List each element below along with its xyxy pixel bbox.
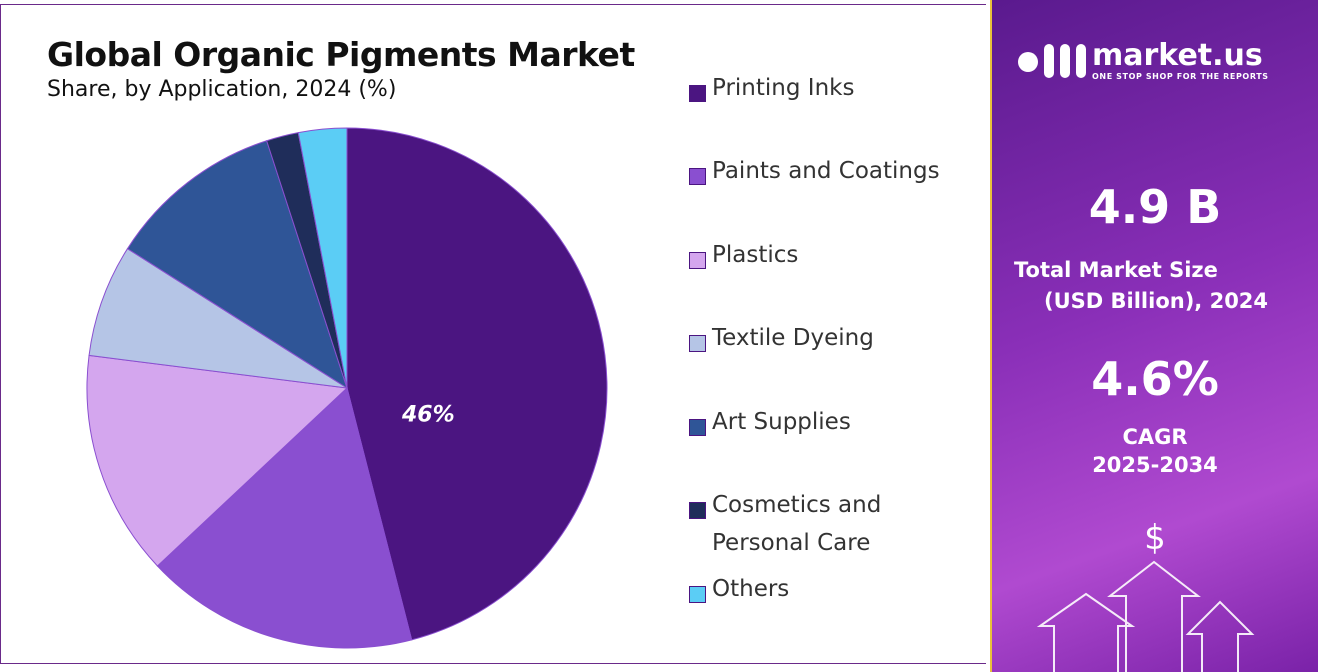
legend-item: Cosmetics and Personal Care: [689, 492, 977, 562]
cagr-label: CAGR: [1122, 425, 1188, 449]
legend-swatch: [689, 85, 706, 102]
currency-icon: $: [1144, 518, 1166, 558]
pie-slice: [126, 140, 348, 390]
market-size-label: Total Market Size: [1014, 258, 1218, 282]
legend-label: Textile Dyeing: [712, 325, 874, 351]
chart-subtitle: Share, by Application, 2024 (%): [47, 77, 397, 102]
legend-item: Plastics: [689, 242, 977, 274]
legend-swatch: [689, 586, 706, 603]
legend-label: Paints and Coatings: [712, 158, 940, 184]
side-panel: market.us ONE STOP SHOP FOR THE REPORTS …: [990, 0, 1318, 672]
legend-swatch: [689, 502, 706, 519]
legend-label: Art Supplies: [712, 409, 851, 435]
market-size-label: (USD Billion), 2024: [1044, 289, 1269, 313]
pie-slice: [88, 247, 348, 389]
pie-slice: [346, 127, 608, 641]
cagr-value: 4.6%: [1091, 352, 1219, 406]
pie-slice: [156, 387, 413, 649]
legend-swatch: [689, 419, 706, 436]
legend-item: Paints and Coatings: [689, 158, 977, 190]
legend-label: Others: [712, 576, 790, 602]
legend-label: Plastics: [712, 242, 799, 268]
legend-item: Printing Inks: [689, 75, 977, 107]
chart-title: Global Organic Pigments Market: [47, 35, 635, 74]
legend-item: Others: [689, 576, 977, 608]
cagr-period: 2025-2034: [1092, 453, 1218, 477]
legend-label: Cosmetics and Personal Care: [712, 492, 882, 556]
logo-tagline: ONE STOP SHOP FOR THE REPORTS: [1092, 72, 1269, 81]
legend-swatch: [689, 168, 706, 185]
decoration: [1018, 44, 1255, 672]
chart-panel: 46% Global Organic Pigments Market Share…: [0, 4, 986, 664]
legend-swatch: [689, 335, 706, 352]
legend-item: Textile Dyeing: [689, 325, 977, 357]
legend-label: Printing Inks: [712, 75, 855, 101]
legend-item: Art Supplies: [689, 409, 977, 441]
pie-chart: 46%: [86, 127, 608, 649]
market-size-value: 4.9 B: [1088, 180, 1222, 234]
data-label: 46%: [401, 402, 455, 427]
logo-name: market.us: [1092, 38, 1263, 73]
legend-swatch: [689, 252, 706, 269]
pie-slice: [297, 127, 348, 389]
pie-slice: [86, 354, 349, 567]
